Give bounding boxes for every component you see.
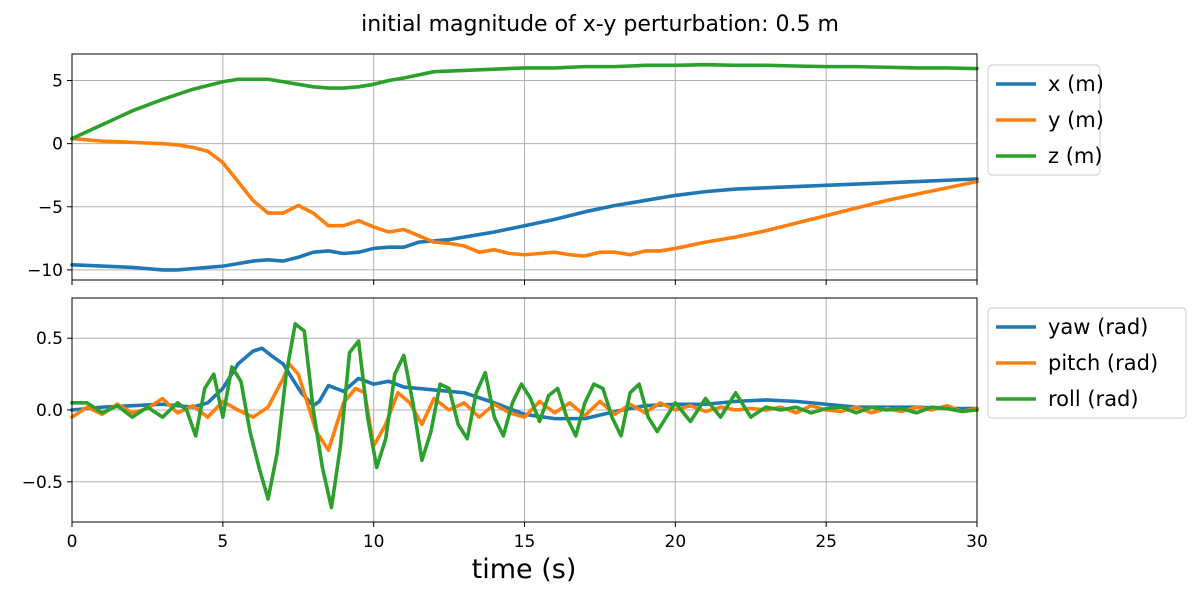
y-tick-label: 0 xyxy=(52,135,63,155)
x-axis-label: time (s) xyxy=(472,554,577,585)
legend-label: z (m) xyxy=(1048,144,1103,168)
legend-box xyxy=(987,307,1187,419)
y-tick-label: 0.5 xyxy=(36,329,63,349)
legend: yaw (rad) pitch (rad) roll (rad) xyxy=(987,307,1187,419)
bottom-panel-attitude: −0.5 0.0 0.5 0 5 10 15 20 25 30 yaw (rad) pitch (ra… xyxy=(22,297,1187,552)
series-line-yaw xyxy=(70,346,979,421)
legend-label: roll (rad) xyxy=(1048,387,1139,411)
legend-label: y (m) xyxy=(1048,108,1104,132)
y-tick-label: 0.0 xyxy=(36,401,63,421)
legend-label: pitch (rad) xyxy=(1048,351,1158,375)
series-line-roll xyxy=(70,322,979,510)
y-tick-label: −10 xyxy=(27,261,63,281)
top-panel-position: −10 −5 0 5 x (m) y (m) z (m) xyxy=(27,53,1104,285)
y-tick-label: −5 xyxy=(38,198,63,218)
legend-label: yaw (rad) xyxy=(1048,315,1148,339)
x-tick-label: 0 xyxy=(67,532,78,552)
x-tick-label: 15 xyxy=(514,532,536,552)
legend-box xyxy=(987,64,1101,176)
legend-label: x (m) xyxy=(1048,72,1104,96)
series-line-pitch xyxy=(70,362,979,453)
y-tick-label: −0.5 xyxy=(22,473,63,493)
x-tick-label: 25 xyxy=(815,532,837,552)
series-line-y xyxy=(70,136,979,258)
x-tick-label: 20 xyxy=(665,532,687,552)
series-line-z xyxy=(70,62,979,141)
x-tick-label: 10 xyxy=(363,532,385,552)
x-tick-label: 30 xyxy=(966,532,988,552)
chart-title: initial magnitude of x-y perturbation: 0… xyxy=(361,12,839,37)
series-line-x xyxy=(70,177,979,272)
legend: x (m) y (m) z (m) xyxy=(987,64,1104,176)
y-tick-label: 5 xyxy=(52,72,63,92)
x-tick-label: 5 xyxy=(217,532,228,552)
